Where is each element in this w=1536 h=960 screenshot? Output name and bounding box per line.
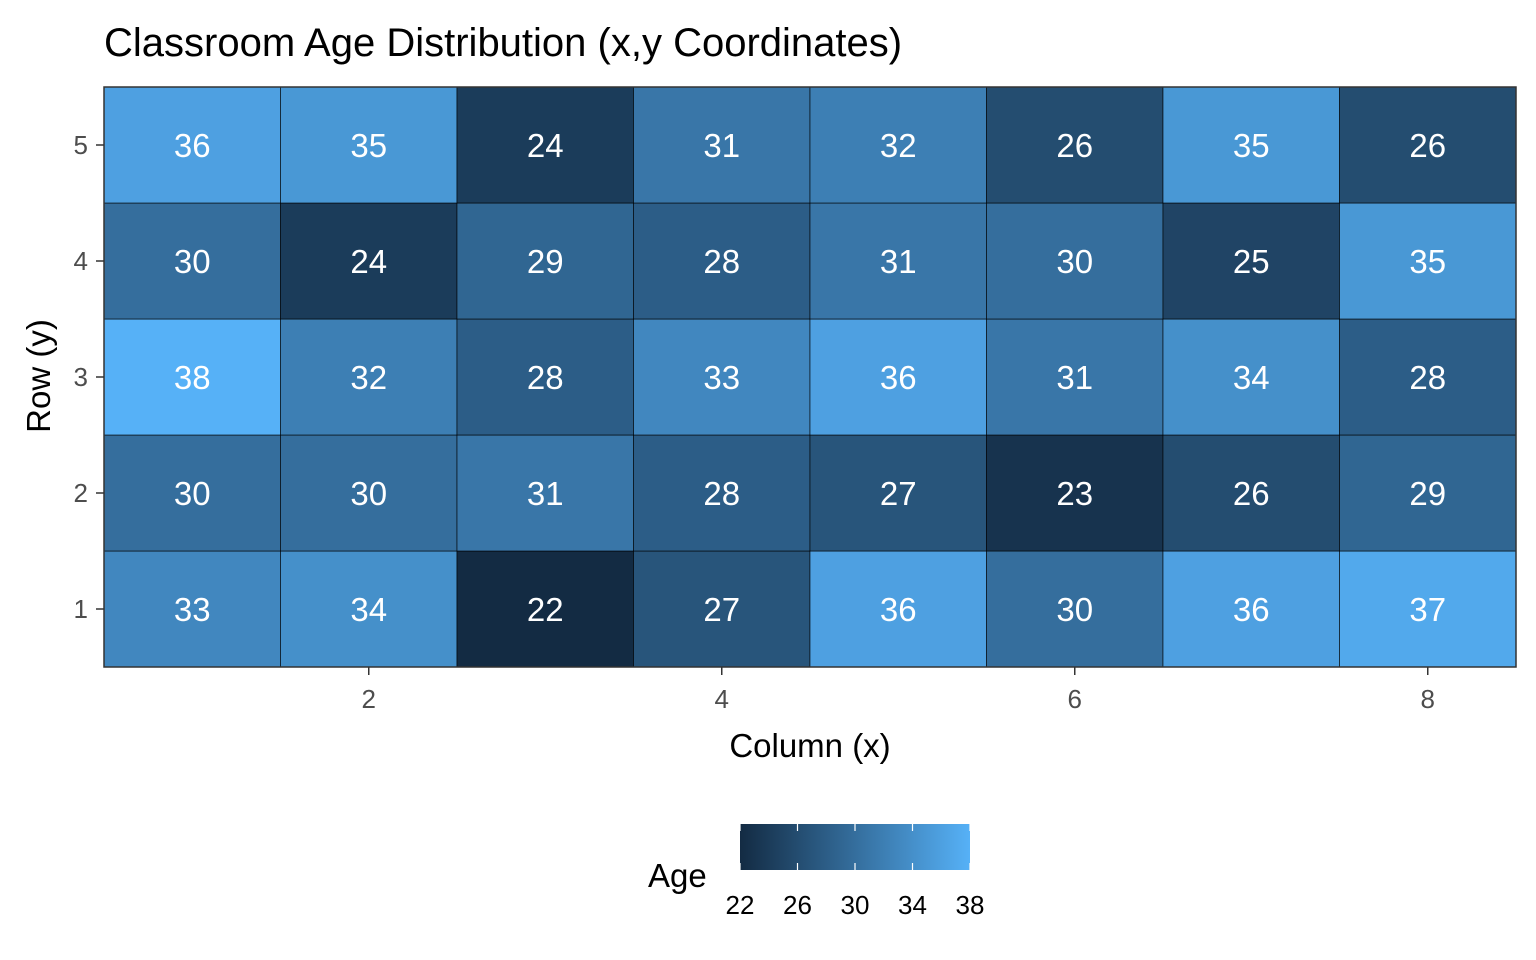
heatmap-cell-x3-y3 — [456, 318, 634, 436]
cell-value-label: 33 — [703, 359, 740, 396]
cell-value-label: 36 — [880, 591, 917, 628]
heatmap-cell-x6-y1 — [986, 550, 1164, 668]
heatmap-cell-x6-y5 — [986, 86, 1164, 204]
cell-value-label: 32 — [880, 127, 917, 164]
heatmap-cell-x8-y5 — [1339, 86, 1517, 204]
heatmap-cell-x5-y3 — [809, 318, 987, 436]
heatmap-cell-x4-y2 — [633, 434, 811, 552]
cell-value-label: 30 — [350, 475, 387, 512]
cell-value-label: 32 — [350, 359, 387, 396]
heatmap-cell-x1-y1 — [103, 550, 281, 668]
heatmap-cell-x3-y4 — [456, 202, 634, 320]
chart-title: Classroom Age Distribution (x,y Coordina… — [104, 21, 902, 65]
cell-value-label: 35 — [1409, 243, 1446, 280]
y-tick-label: 2 — [74, 478, 88, 508]
cell-value-label: 27 — [703, 591, 740, 628]
heatmap-cell-x5-y1 — [809, 550, 987, 668]
x-axis: 2 4 6 8 — [362, 667, 1435, 714]
legend-tick-label: 34 — [898, 890, 927, 920]
y-tick-label: 5 — [74, 130, 88, 160]
cell-value-label: 35 — [1233, 127, 1270, 164]
color-legend: Age 22 26 30 34 38 — [648, 824, 984, 920]
heatmap-cell-x2-y2 — [280, 434, 458, 552]
cell-value-label: 24 — [350, 243, 387, 280]
y-tick-label: 1 — [74, 594, 88, 624]
cell-value-label: 28 — [527, 359, 564, 396]
y-axis: 1 2 3 4 5 — [74, 130, 104, 624]
y-tick-label: 4 — [74, 246, 88, 276]
heatmap-cell-x5-y4 — [809, 202, 987, 320]
cell-value-label: 38 — [174, 359, 211, 396]
cell-value-label: 30 — [1056, 591, 1093, 628]
cell-value-label: 25 — [1233, 243, 1270, 280]
legend-tick-label: 26 — [783, 890, 812, 920]
heatmap-cell-x7-y3 — [1162, 318, 1340, 436]
cell-value-label: 34 — [1233, 359, 1270, 396]
cell-value-label: 26 — [1233, 475, 1270, 512]
cell-value-label: 29 — [1409, 475, 1446, 512]
x-tick-label: 8 — [1421, 684, 1435, 714]
heatmap-cell-x2-y5 — [280, 86, 458, 204]
cell-value-label: 31 — [527, 475, 564, 512]
heatmap-cells: 33 34 22 27 36 30 36 37 30 30 31 28 27 23 26 29 38 32 28 33… — [103, 86, 1517, 668]
heatmap-cell-x4-y1 — [633, 550, 811, 668]
cell-value-label: 31 — [880, 243, 917, 280]
heatmap-cell-x7-y5 — [1162, 86, 1340, 204]
cell-value-label: 24 — [527, 127, 564, 164]
cell-value-label: 36 — [1233, 591, 1270, 628]
cell-value-label: 33 — [174, 591, 211, 628]
cell-value-label: 37 — [1409, 591, 1446, 628]
legend-ticks: 22 26 30 34 38 — [726, 824, 985, 920]
legend-tick-label: 30 — [841, 890, 870, 920]
cell-value-label: 36 — [880, 359, 917, 396]
cell-value-label: 30 — [174, 243, 211, 280]
heatmap-cell-x5-y5 — [809, 86, 987, 204]
cell-value-label: 36 — [174, 127, 211, 164]
heatmap-cell-x5-y2 — [809, 434, 987, 552]
heatmap-cell-x7-y2 — [1162, 434, 1340, 552]
x-tick-label: 6 — [1068, 684, 1082, 714]
cell-value-label: 29 — [527, 243, 564, 280]
legend-title: Age — [648, 857, 707, 894]
heatmap-cell-x1-y3 — [103, 318, 281, 436]
cell-value-label: 30 — [1056, 243, 1093, 280]
heatmap-cell-x4-y3 — [633, 318, 811, 436]
x-tick-label: 4 — [715, 684, 729, 714]
y-tick-label: 3 — [74, 362, 88, 392]
cell-value-label: 31 — [703, 127, 740, 164]
legend-colorbar — [740, 824, 970, 870]
cell-value-label: 28 — [703, 243, 740, 280]
heatmap-cell-x8-y2 — [1339, 434, 1517, 552]
x-tick-label: 2 — [362, 684, 376, 714]
cell-value-label: 34 — [350, 591, 387, 628]
heatmap-cell-x4-y5 — [633, 86, 811, 204]
heatmap-cell-x2-y4 — [280, 202, 458, 320]
heatmap-cell-x8-y1 — [1339, 550, 1517, 668]
heatmap-cell-x1-y4 — [103, 202, 281, 320]
cell-value-label: 28 — [1409, 359, 1446, 396]
y-axis-title: Row (y) — [20, 319, 57, 433]
heatmap-cell-x3-y5 — [456, 86, 634, 204]
heatmap-cell-x7-y1 — [1162, 550, 1340, 668]
heatmap-cell-x4-y4 — [633, 202, 811, 320]
cell-value-label: 26 — [1409, 127, 1446, 164]
cell-value-label: 30 — [174, 475, 211, 512]
legend-tick-label: 38 — [956, 890, 985, 920]
cell-value-label: 31 — [1056, 359, 1093, 396]
cell-value-label: 23 — [1056, 475, 1093, 512]
heatmap-cell-x2-y1 — [280, 550, 458, 668]
cell-value-label: 28 — [703, 475, 740, 512]
cell-value-label: 26 — [1056, 127, 1093, 164]
legend-tick-label: 22 — [726, 890, 755, 920]
cell-value-label: 35 — [350, 127, 387, 164]
cell-value-label: 22 — [527, 591, 564, 628]
heatmap-cell-x7-y4 — [1162, 202, 1340, 320]
heatmap-cell-x2-y3 — [280, 318, 458, 436]
cell-value-label: 27 — [880, 475, 917, 512]
x-axis-title: Column (x) — [729, 727, 890, 764]
